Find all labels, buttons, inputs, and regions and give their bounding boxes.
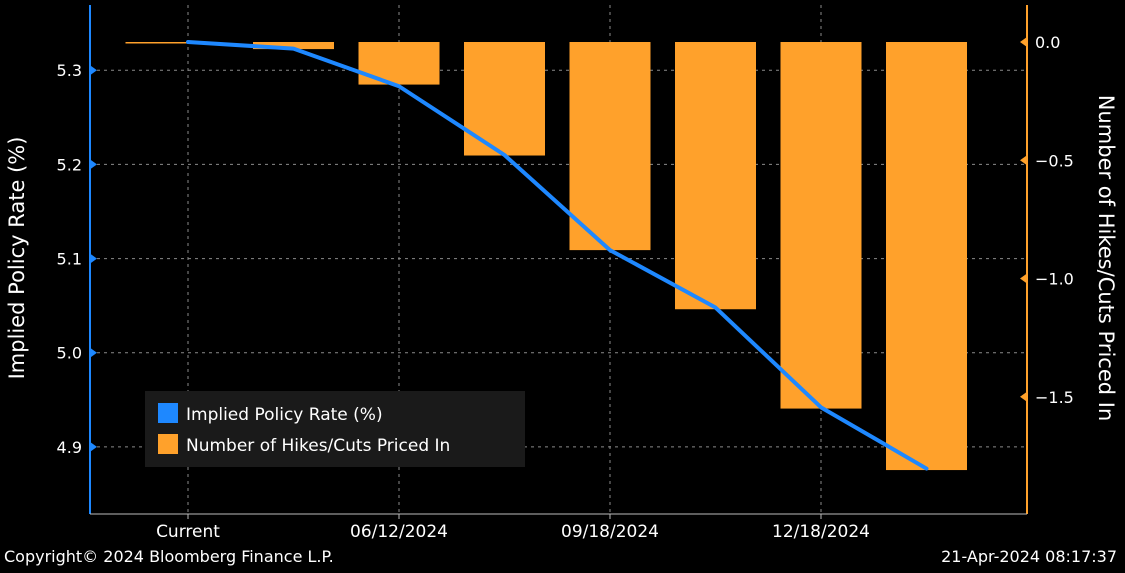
line-point <box>397 84 401 88</box>
axes <box>89 5 1028 519</box>
x-tick-label: 06/12/2024 <box>350 522 448 542</box>
y-tick-left-label: 5.0 <box>57 344 82 363</box>
bar-mark <box>125 42 207 44</box>
legend-swatch-bar <box>158 434 178 454</box>
bar-mark <box>780 42 862 409</box>
bar-mark <box>675 42 756 310</box>
y-tick-left-label: 4.9 <box>57 438 82 457</box>
line-series <box>186 40 929 471</box>
legend-label-bar: Number of Hikes/Cuts Priced In <box>186 436 450 456</box>
line-point <box>186 40 190 44</box>
y-tick-right-marker <box>1020 37 1027 47</box>
legend: Implied Policy Rate (%) Number of Hikes/… <box>145 391 525 467</box>
line-point <box>292 47 295 51</box>
bar-mark <box>569 42 651 251</box>
y-tick-left-marker <box>90 253 97 264</box>
y-axis-right-label: Number of Hikes/Cuts Priced In <box>1094 95 1118 421</box>
line-point <box>503 153 506 157</box>
legend-swatch-line <box>158 403 178 423</box>
bar-series <box>125 42 967 471</box>
x-tick-label: 09/18/2024 <box>561 522 659 542</box>
y-tick-right-label: 0.0 <box>1035 33 1060 52</box>
y-tick-left-marker <box>90 441 97 452</box>
y-tick-right-label: −0.5 <box>1035 151 1074 170</box>
legend-background <box>145 391 525 467</box>
y-tick-left-label: 5.1 <box>57 250 82 269</box>
y-tick-right-label: −1.5 <box>1035 388 1074 407</box>
line-point <box>925 467 928 471</box>
y-tick-left-label: 5.2 <box>57 155 82 174</box>
tick-labels: 5.3 5.2 5.1 5.0 4.9 0.0 −0.5 −1.0 −1.5 Current 06/… <box>57 33 1074 542</box>
chart: 5.3 5.2 5.1 5.0 4.9 0.0 −0.5 −1.0 −1.5 Current 06/… <box>5 5 1118 542</box>
line-point <box>608 248 612 252</box>
y-tick-left-label: 5.3 <box>57 61 82 80</box>
y-tick-left-marker <box>90 65 97 76</box>
line-point <box>714 306 717 310</box>
y-tick-right-marker <box>1020 391 1027 402</box>
y-axis-left-label: Implied Policy Rate (%) <box>5 137 29 380</box>
y-tick-left-marker <box>90 159 97 170</box>
y-tick-left-marker <box>90 347 97 358</box>
y-tick-right-marker <box>1020 273 1027 284</box>
timestamp-text: 21-Apr-2024 08:17:37 <box>941 547 1117 566</box>
bar-mark <box>886 42 967 471</box>
bar-mark <box>253 42 334 50</box>
x-tick-label: 12/18/2024 <box>772 522 870 542</box>
line-point <box>819 405 823 409</box>
legend-label-line: Implied Policy Rate (%) <box>186 405 383 425</box>
x-tick-label: Current <box>156 522 220 542</box>
y-tick-right-label: −1.0 <box>1035 270 1074 289</box>
y-tick-right-marker <box>1020 155 1027 166</box>
line-path <box>186 40 929 471</box>
copyright-text: Copyright© 2024 Bloomberg Finance L.P. <box>4 547 334 566</box>
